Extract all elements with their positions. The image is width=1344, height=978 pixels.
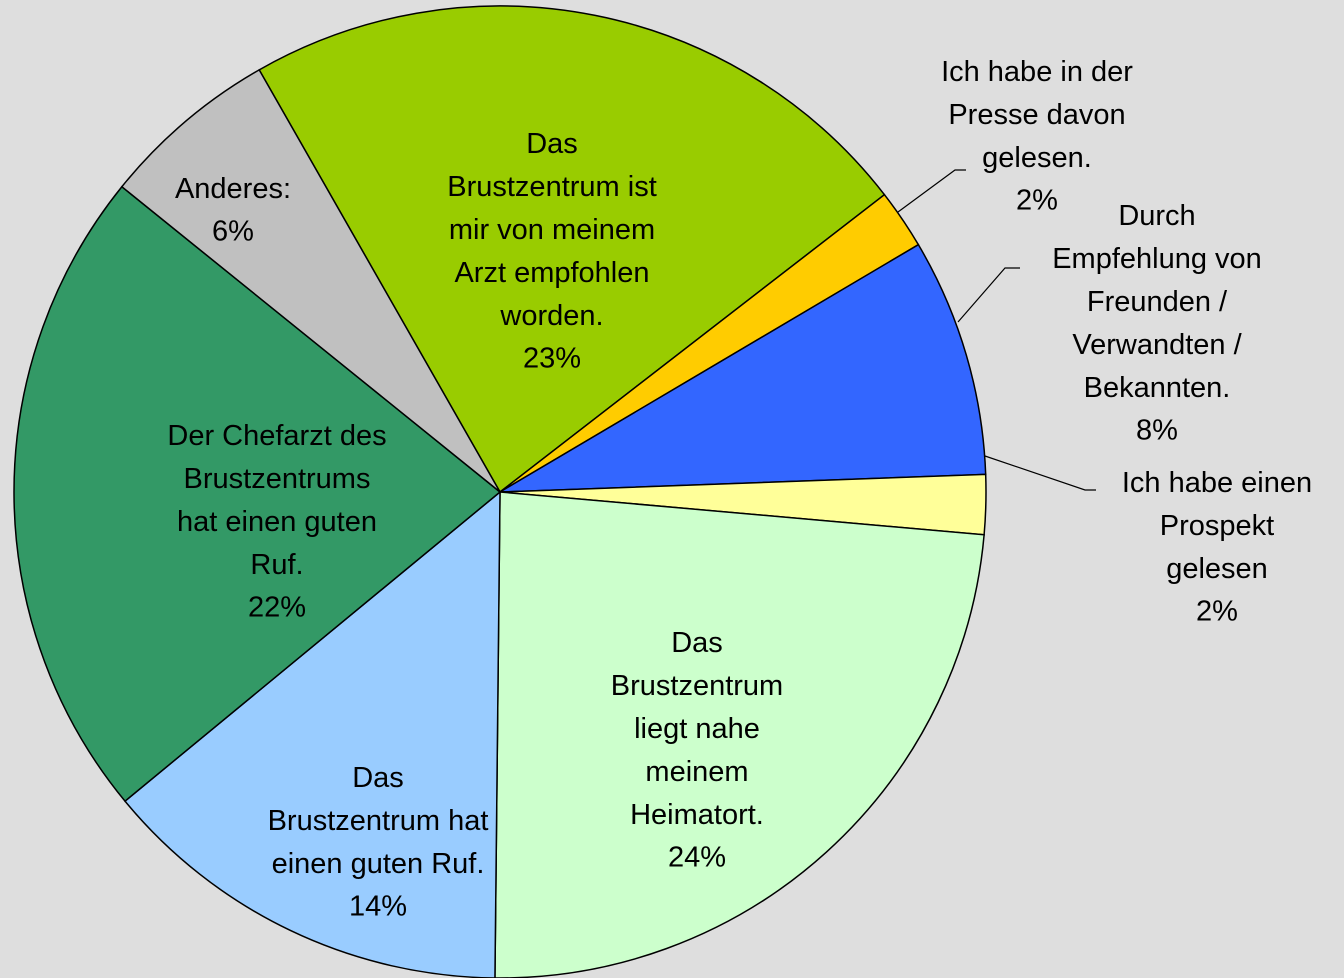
- slice-value-label: 14%: [349, 891, 407, 923]
- slice-label: Ich habe in der Presse davon gelesen.: [941, 56, 1133, 174]
- pie-slice: [499, 243, 987, 493]
- slice-value-label: 24%: [668, 842, 726, 874]
- leader-line: [957, 267, 1020, 323]
- slice-label: Anderes:: [175, 173, 291, 205]
- pie-slice: [123, 490, 501, 978]
- slice-value-label: 2%: [1196, 596, 1238, 628]
- slice-value-label: 2%: [1016, 185, 1058, 217]
- slice-value-label: 22%: [248, 592, 306, 624]
- slice-label: Das Brustzentrum ist mir von meinem Arzt em…: [447, 128, 657, 332]
- pie-slice: [120, 68, 501, 493]
- pie-slice: [258, 5, 886, 494]
- slice-label: Das Brustzentrum hat einen guten Ruf.: [268, 762, 489, 880]
- leader-line: [897, 169, 966, 213]
- slice-label: Ich habe einen Prospekt gelesen: [1122, 467, 1312, 585]
- slice-label: Das Brustzentrum liegt nahe meinem Heimatort…: [611, 627, 783, 831]
- leader-line: [984, 455, 1096, 491]
- pie-slice: [494, 491, 985, 978]
- slice-value-label: 23%: [523, 343, 581, 375]
- slice-label: Der Chefarzt des Brustzentrums hat einen g…: [167, 420, 386, 581]
- slice-label: Durch Empfehlung von Freunden / Verwandten …: [1052, 200, 1262, 404]
- pie-slice: [13, 185, 502, 803]
- slice-value-label: 6%: [212, 216, 254, 248]
- slice-value-label: 8%: [1136, 415, 1178, 447]
